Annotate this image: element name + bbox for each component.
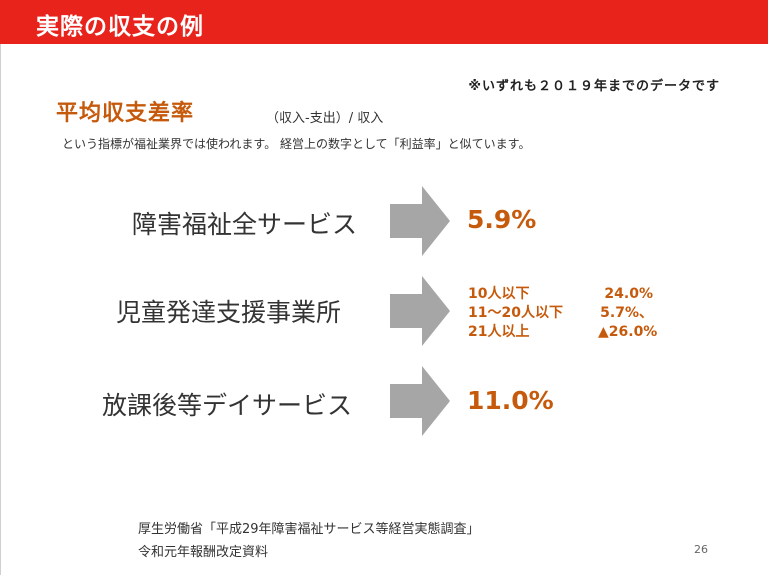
breakdown-label: 11～20人以下: [468, 305, 563, 321]
breakdown-value: 24.0%: [604, 286, 653, 302]
slide-title: 実際の収支の例: [36, 14, 204, 40]
source-citation: 厚生労働省「平成29年障害福祉サービス等経営実態調査」 令和元年報酬改定資料: [138, 518, 480, 564]
metric-formula: （収入-支出）/ 収入: [266, 111, 384, 126]
breakdown-child-development: 10人以下 24.0% 11～20人以下 5.7%、 21人以上 ▲26.0%: [468, 285, 658, 342]
breakdown-row: 10人以下 24.0%: [468, 285, 653, 304]
value-all-services: 5.9%: [467, 205, 537, 234]
right-arrow-icon: [390, 276, 450, 346]
page-number: 26: [694, 543, 708, 556]
category-label-child-development: 児童発達支援事業所: [116, 298, 342, 327]
metric-description: という指標が福祉業界では使われます。 経営上の数字として「利益率」と似ています。: [62, 137, 531, 151]
metric-title: 平均収支差率: [56, 101, 195, 126]
left-border: [0, 44, 1, 575]
breakdown-label: 21人以上: [468, 324, 530, 340]
breakdown-row: 21人以上 ▲26.0%: [468, 323, 658, 342]
breakdown-row: 11～20人以下 5.7%、: [468, 304, 653, 323]
breakdown-value: ▲26.0%: [598, 324, 658, 340]
header-bar: 実際の収支の例: [0, 0, 768, 44]
right-arrow-icon: [390, 366, 450, 436]
source-line: 厚生労働省「平成29年障害福祉サービス等経営実態調査」: [138, 522, 480, 537]
right-arrow-icon: [390, 186, 450, 256]
breakdown-value: 5.7%、: [600, 305, 653, 321]
source-line: 令和元年報酬改定資料: [138, 545, 269, 560]
data-note: ※いずれも２０１９年までのデータです: [468, 79, 720, 94]
category-label-after-school-day-service: 放課後等デイサービス: [102, 391, 353, 420]
breakdown-label: 10人以下: [468, 286, 530, 302]
category-label-all-services: 障害福祉全サービス: [132, 210, 358, 239]
value-after-school-day-service: 11.0%: [467, 386, 554, 415]
